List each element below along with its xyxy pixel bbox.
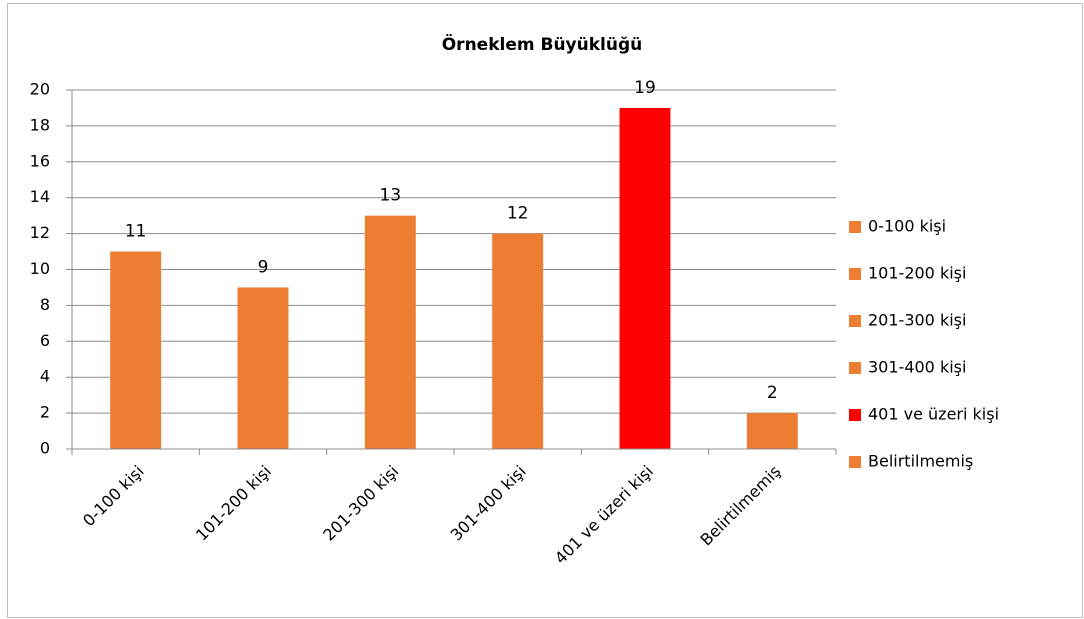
y-tick-label: 0 — [40, 439, 50, 458]
y-tick-label: 10 — [30, 259, 50, 278]
y-tick-label: 12 — [30, 223, 50, 242]
bar — [237, 287, 289, 449]
data-label: 19 — [634, 78, 656, 98]
legend-label: 201-300 kişi — [868, 311, 966, 330]
legend-label: Belirtilmemiş — [868, 452, 973, 471]
chart-frame — [7, 3, 1083, 618]
legend-swatch — [849, 409, 861, 421]
legend-label: 0-100 kişi — [868, 217, 946, 236]
legend-swatch — [849, 456, 861, 468]
y-tick-label: 14 — [30, 187, 50, 206]
legend-label: 301-400 kişi — [868, 358, 966, 377]
y-tick-label: 6 — [40, 331, 50, 350]
data-label: 13 — [380, 186, 402, 206]
y-tick-label: 2 — [40, 403, 50, 422]
legend-swatch — [849, 362, 861, 374]
y-tick-label: 8 — [40, 295, 50, 314]
legend-swatch — [849, 315, 861, 327]
chart-title: Örneklem Büyüklüğü — [442, 33, 643, 55]
legend-label: 401 ve üzeri kişi — [868, 405, 999, 424]
legend-swatch — [849, 268, 861, 280]
data-label: 9 — [258, 257, 269, 277]
bar — [746, 413, 798, 449]
bar — [492, 233, 544, 449]
data-label: 2 — [767, 383, 778, 403]
bar — [110, 251, 162, 449]
bar — [364, 215, 416, 449]
data-label: 12 — [507, 204, 529, 224]
y-tick-label: 18 — [30, 115, 50, 134]
legend-label: 101-200 kişi — [868, 264, 966, 283]
y-tick-label: 20 — [30, 80, 50, 99]
y-tick-label: 4 — [40, 367, 50, 386]
data-label: 11 — [125, 222, 147, 242]
bar — [619, 107, 671, 449]
y-tick-label: 16 — [30, 151, 50, 170]
legend-swatch — [849, 221, 861, 233]
